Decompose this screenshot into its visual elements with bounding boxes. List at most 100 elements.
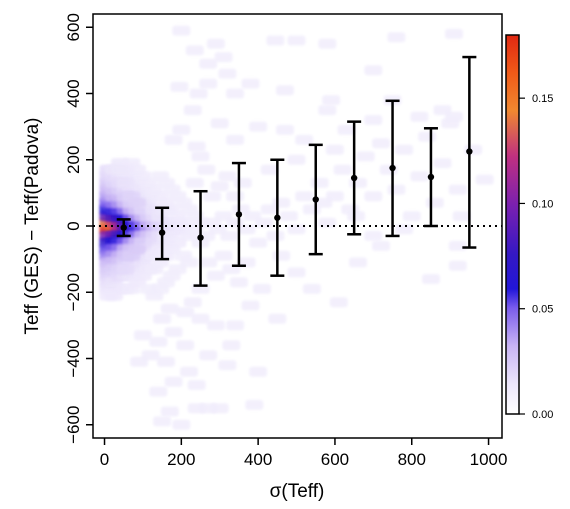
density-cell	[206, 38, 225, 49]
density-cell	[364, 230, 383, 241]
density-cell	[347, 211, 366, 222]
density-cell	[253, 283, 271, 294]
density-cell	[199, 350, 218, 361]
density-cell	[272, 197, 291, 208]
density-cell	[139, 283, 158, 294]
errorbar-point	[427, 173, 435, 181]
density-cell	[237, 224, 256, 235]
errorbar-point	[158, 229, 166, 236]
density-cell	[185, 45, 204, 56]
density-cell	[149, 336, 168, 347]
density-cell	[448, 240, 467, 251]
density-cell	[249, 366, 268, 377]
density-cell	[276, 85, 294, 96]
density-cell	[295, 191, 314, 202]
density-cell	[475, 174, 494, 185]
density-cell	[172, 124, 191, 135]
density-cell	[452, 211, 471, 222]
y-tick-label: −600	[64, 406, 83, 444]
density-cell	[116, 264, 135, 275]
x-tick-label: 200	[167, 450, 195, 469]
density-cell	[99, 290, 118, 301]
density-cell	[199, 58, 218, 69]
density-cell	[445, 111, 463, 122]
density-cell	[153, 313, 172, 324]
x-tick-label: 400	[244, 450, 272, 469]
density-cell	[266, 35, 285, 46]
x-tick-label: 0	[100, 450, 109, 469]
density-cell	[337, 124, 356, 135]
density-cell	[130, 356, 149, 367]
density-cell	[203, 191, 222, 202]
density-cell	[418, 131, 437, 142]
density-cell	[249, 121, 268, 132]
density-cell	[133, 330, 152, 341]
density-cell	[191, 313, 210, 324]
density-cell	[218, 68, 237, 79]
density-cell	[356, 151, 375, 162]
colorbar-ticks: 0.00 0.05 0.10 0.15	[519, 93, 553, 421]
density-cell	[226, 320, 245, 331]
density-cell	[164, 134, 183, 145]
density-cell	[183, 297, 202, 308]
density-cell	[287, 154, 306, 165]
density-cell	[214, 52, 233, 63]
density-cell	[210, 403, 229, 414]
errorbar-point	[389, 164, 396, 172]
density-cell	[187, 380, 206, 390]
density-cell	[266, 230, 285, 241]
density-cell	[218, 171, 237, 182]
density-cell	[260, 164, 279, 175]
density-cell	[151, 171, 170, 182]
density-cell	[364, 65, 383, 76]
density-cell	[387, 32, 406, 43]
density-cell	[310, 177, 329, 188]
density-cell	[410, 171, 429, 182]
density-cell	[364, 115, 383, 125]
errorbar-point	[274, 214, 281, 221]
y-tick-label: 0	[64, 221, 83, 230]
colorbar-tick-label: 0.15	[532, 93, 553, 105]
y-tick-label: −400	[64, 339, 83, 377]
density-cell	[422, 274, 440, 284]
density-cell	[206, 270, 225, 281]
density-cell	[318, 38, 337, 49]
density-cell	[433, 158, 452, 169]
density-cell	[180, 366, 198, 377]
density-cell	[287, 35, 306, 46]
density-cell	[222, 340, 241, 351]
density-cell	[325, 144, 344, 155]
density-cell	[387, 184, 406, 195]
binned-errorbars	[116, 55, 477, 287]
density-cell	[220, 230, 239, 241]
density-cell	[364, 191, 383, 202]
density-cell	[187, 141, 206, 152]
density-cell	[226, 191, 245, 202]
errorbar-point	[120, 224, 127, 231]
colorbar-gradient	[505, 34, 520, 415]
x-tick-label: 1000	[470, 450, 508, 469]
density-cell	[241, 78, 260, 89]
density-cell	[276, 124, 294, 135]
density-cell	[116, 177, 135, 188]
density-cell	[164, 327, 183, 337]
density-cell	[229, 277, 248, 288]
density-cell	[149, 386, 168, 397]
x-tick-label: 800	[398, 450, 426, 469]
density-cell	[170, 81, 189, 92]
density-cell	[287, 267, 306, 278]
density-cell	[279, 211, 298, 222]
density-cell	[172, 25, 191, 36]
density-cell	[176, 340, 195, 351]
density-cell	[197, 164, 216, 175]
density-cell	[206, 320, 225, 331]
density-cell	[318, 105, 337, 116]
y-axis: −600 −400 −200 0 200 400 600	[64, 13, 93, 444]
density-cell	[241, 300, 260, 311]
density-cell	[233, 177, 252, 188]
density-cell	[329, 297, 348, 308]
density-cell	[372, 240, 390, 251]
density-cell	[245, 399, 264, 410]
